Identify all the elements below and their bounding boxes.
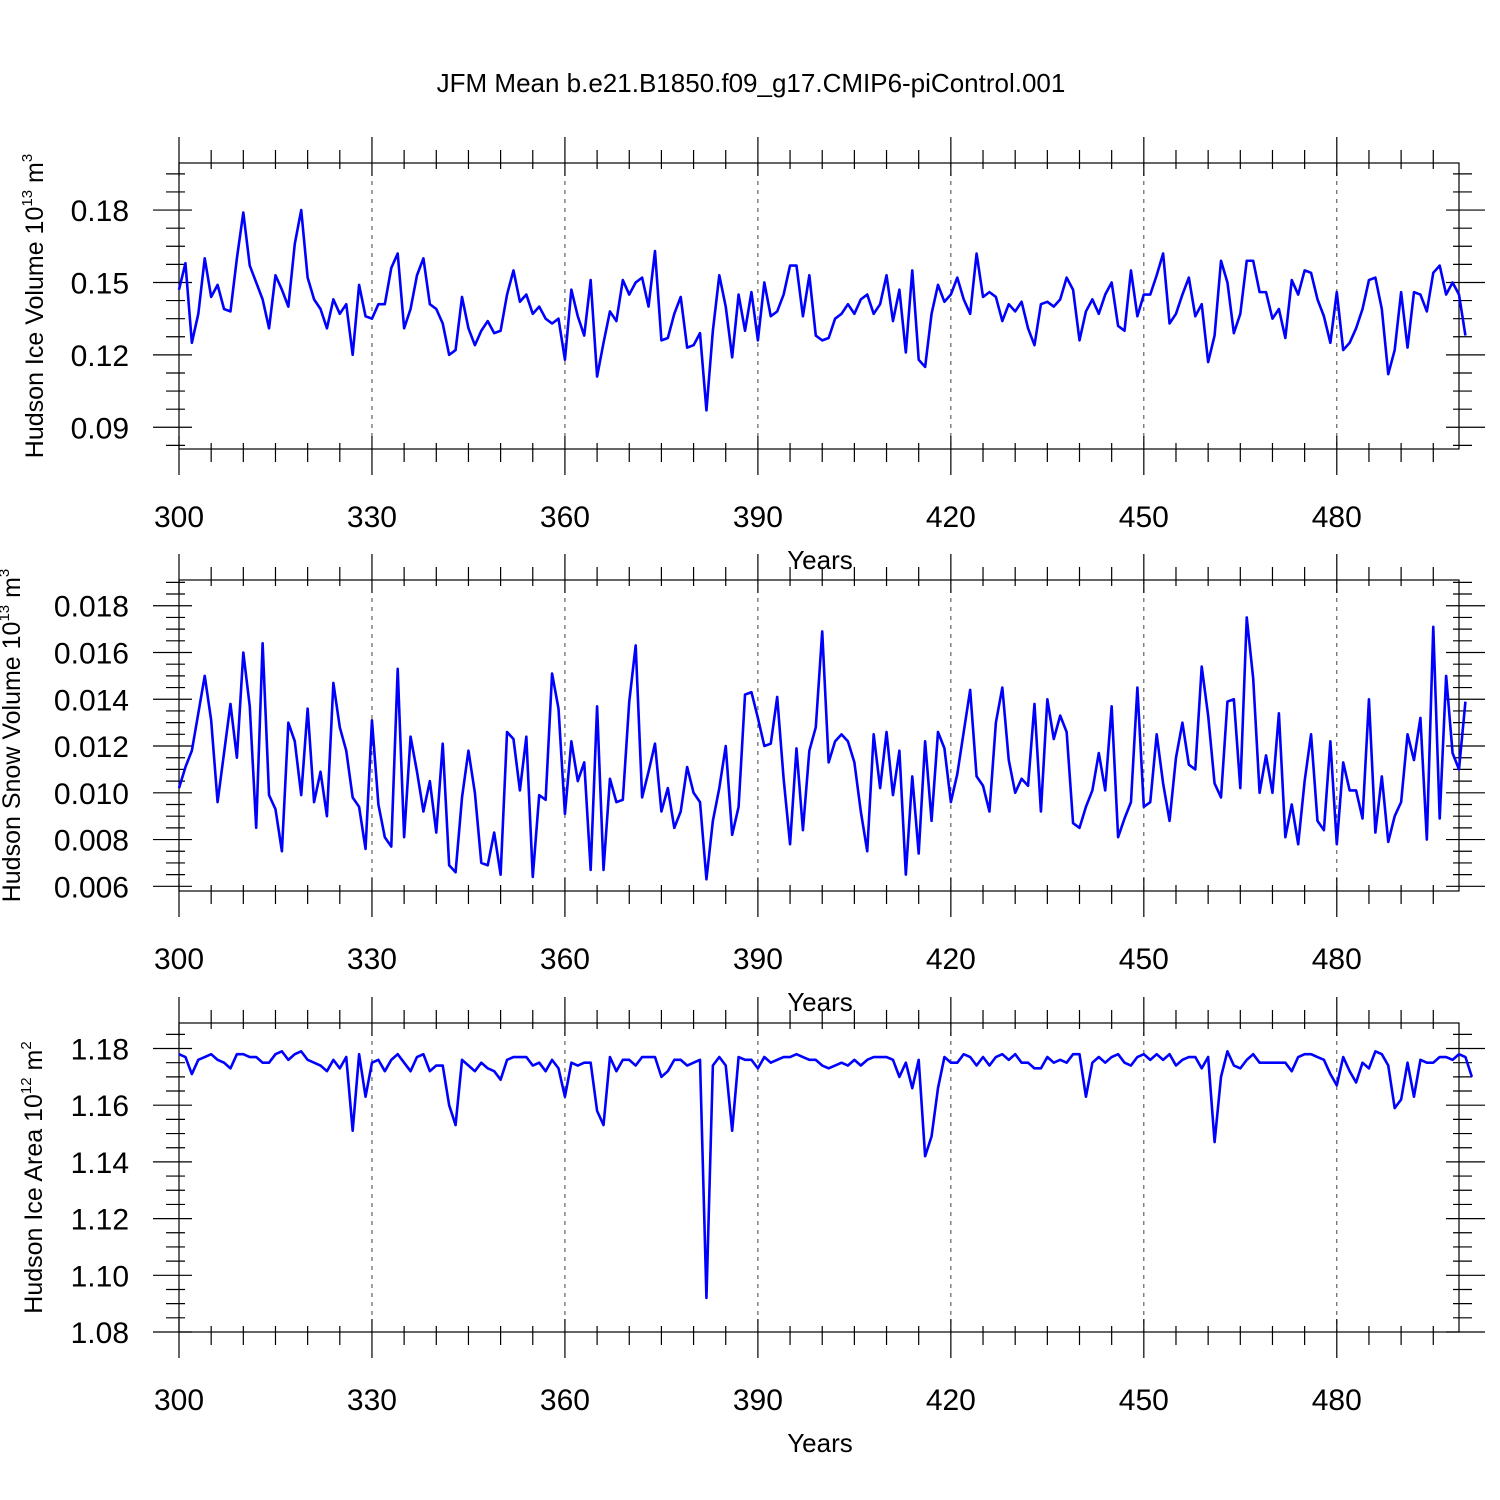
- x-tick-label: 330: [347, 1384, 397, 1417]
- y-axis-label-superscript: 12: [18, 1077, 35, 1094]
- y-axis-label-text: m: [21, 162, 49, 190]
- y-axis-label-superscript: 13: [19, 190, 36, 207]
- y-tick-label: 1.08: [71, 1317, 129, 1350]
- x-tick-label: 390: [733, 1384, 783, 1417]
- y-axis-label-text: Hudson Ice Volume 10: [21, 207, 49, 459]
- y-tick-label: 0.014: [54, 684, 129, 717]
- panel-2: 300 330 360 390 420 450 480 Years 0.006 0.008 0.01…: [0, 554, 1485, 1017]
- x-tick-label: 390: [733, 501, 783, 534]
- x-tick-label: 360: [540, 943, 590, 976]
- x-tick-label: 450: [1119, 943, 1169, 976]
- y-tick-label: 1.16: [71, 1090, 129, 1123]
- y-axis-label-superscript: 2: [18, 1041, 35, 1049]
- y-tick-label: 0.012: [54, 731, 129, 764]
- series-line: [177, 208, 1467, 412]
- y-tick-label: 1.18: [71, 1034, 129, 1067]
- series-line: [178, 1050, 1474, 1300]
- x-tick-label: 300: [154, 1384, 204, 1417]
- y-axis-label-superscript: 13: [0, 605, 13, 622]
- x-axis-label: Years: [787, 545, 853, 575]
- y-axis-label: Hudson Snow Volume 1013 m3: [0, 569, 26, 903]
- x-tick-label: 420: [926, 501, 976, 534]
- y-tick-label: 0.018: [54, 591, 129, 624]
- y-tick-label: 0.008: [54, 825, 129, 858]
- y-tick-label: 0.09: [71, 412, 129, 445]
- series-line: [177, 616, 1467, 881]
- y-tick-label: 1.12: [71, 1204, 129, 1237]
- y-tick-label: 1.14: [71, 1147, 129, 1180]
- x-tick-label: 330: [347, 943, 397, 976]
- plot-frame: [178, 579, 1460, 892]
- panels: 300 330 360 390 420 450 480 Years 0.09 0.12 0.15 0.…: [0, 137, 1485, 1458]
- y-axis-label: Hudson Ice Area 1012 m2: [18, 1041, 48, 1313]
- y-axis-label: Hudson Ice Volume 1013 m3: [19, 154, 49, 458]
- y-tick-label: 1.10: [71, 1260, 129, 1293]
- y-axis-label-superscript: 3: [0, 569, 13, 577]
- x-tick-label: 420: [926, 943, 976, 976]
- y-tick-label: 0.006: [54, 871, 129, 904]
- y-axis-label-text: Hudson Ice Area 10: [20, 1094, 48, 1314]
- x-tick-label: 330: [347, 501, 397, 534]
- y-axis-label-text: m: [20, 1050, 48, 1078]
- x-tick-label: 450: [1119, 1384, 1169, 1417]
- y-axis-label-text: m: [0, 577, 26, 605]
- x-tick-label: 480: [1312, 501, 1362, 534]
- x-tick-label: 420: [926, 1384, 976, 1417]
- x-axis-label: Years: [787, 987, 853, 1017]
- plot-frame: [178, 1022, 1460, 1333]
- x-tick-label: 390: [733, 943, 783, 976]
- y-tick-label: 0.12: [71, 340, 129, 373]
- x-tick-label: 360: [540, 1384, 590, 1417]
- x-axis-label: Years: [787, 1428, 853, 1458]
- y-axis-label-text: Hudson Snow Volume 10: [0, 622, 26, 903]
- panel-1: 300 330 360 390 420 450 480 Years 0.09 0.12 0.15 0.…: [19, 137, 1485, 575]
- y-tick-label: 0.15: [71, 267, 129, 300]
- x-tick-label: 300: [154, 501, 204, 534]
- x-tick-label: 450: [1119, 501, 1169, 534]
- y-axis-label-superscript: 3: [19, 154, 36, 162]
- x-tick-label: 480: [1312, 943, 1362, 976]
- y-tick-label: 0.016: [54, 637, 129, 670]
- x-tick-label: 360: [540, 501, 590, 534]
- x-tick-label: 300: [154, 943, 204, 976]
- figure-title: JFM Mean b.e21.B1850.f09_g17.CMIP6-piCon…: [437, 68, 1066, 98]
- plot-frame: [178, 162, 1460, 450]
- y-tick-label: 0.18: [71, 195, 129, 228]
- panel-3: 300 330 360 390 420 450 480 Years 1.08 1.10 1.12 1.…: [18, 997, 1485, 1458]
- y-tick-label: 0.010: [54, 778, 129, 811]
- x-tick-label: 480: [1312, 1384, 1362, 1417]
